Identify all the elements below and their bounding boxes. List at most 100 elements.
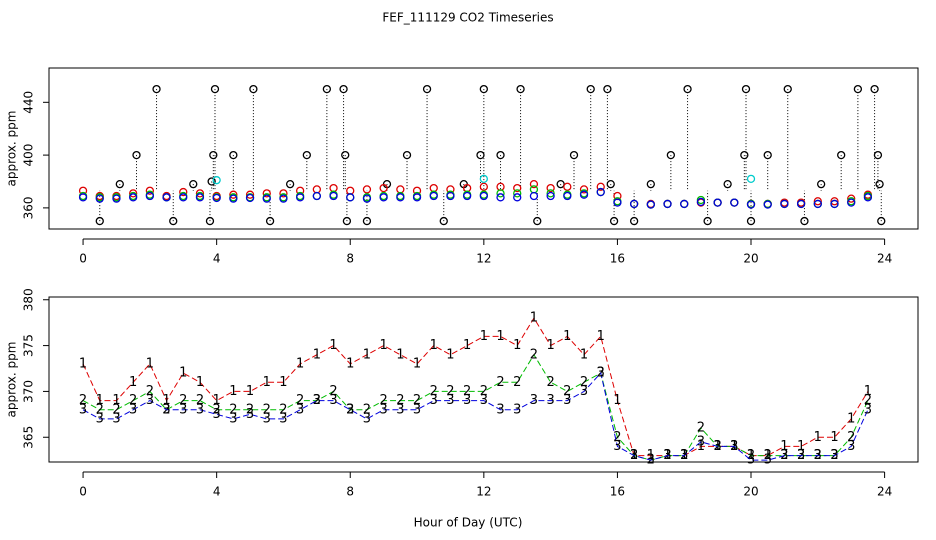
point <box>152 84 161 94</box>
point <box>646 179 655 189</box>
point <box>322 84 332 94</box>
point-marker: 1 <box>129 375 137 390</box>
x-tick-label: 0 <box>79 485 87 499</box>
point-marker: 1 <box>112 393 120 408</box>
point <box>132 150 141 160</box>
point-marker: 3 <box>580 384 588 399</box>
point <box>439 216 448 226</box>
point <box>496 150 505 160</box>
point <box>245 190 255 199</box>
point <box>78 193 88 202</box>
point-marker: 1 <box>380 338 388 353</box>
point-marker: 2 <box>396 393 404 408</box>
point-marker: 1 <box>546 338 554 353</box>
point-marker: 3 <box>146 393 154 408</box>
point <box>189 179 198 189</box>
point <box>741 84 751 94</box>
point <box>830 199 839 209</box>
point-marker: 3 <box>329 393 337 408</box>
point <box>346 193 355 202</box>
point <box>696 197 706 207</box>
point-marker: 3 <box>162 402 170 417</box>
point <box>516 84 525 94</box>
x-tick-label: 20 <box>743 485 758 499</box>
point-marker: 2 <box>747 448 755 463</box>
point-marker: 3 <box>363 411 371 426</box>
point <box>446 191 455 201</box>
point <box>796 199 806 209</box>
plot-frame <box>48 67 919 230</box>
point <box>112 194 121 203</box>
x-tick-label: 4 <box>213 485 221 499</box>
point-marker: 3 <box>847 439 855 454</box>
point-marker: 3 <box>680 448 688 463</box>
y-tick-label: 440 <box>22 91 36 114</box>
point <box>429 191 438 201</box>
point <box>703 216 712 226</box>
point <box>205 216 215 226</box>
point <box>195 189 205 198</box>
point-marker: 1 <box>162 393 170 408</box>
point <box>529 191 539 201</box>
point <box>341 150 350 160</box>
point <box>513 189 522 198</box>
point-marker: 2 <box>196 393 204 408</box>
point-marker: 3 <box>546 393 554 408</box>
point <box>479 182 488 191</box>
point <box>402 150 412 160</box>
series-line <box>82 372 869 461</box>
point-marker: 1 <box>513 338 521 353</box>
point <box>579 185 589 194</box>
point <box>837 150 846 160</box>
y-tick-label: 360 <box>22 196 36 219</box>
point <box>746 216 756 226</box>
point <box>629 216 639 226</box>
point-marker: 3 <box>229 411 237 426</box>
point <box>329 191 338 201</box>
point-marker: 1 <box>864 384 872 399</box>
point-marker: 3 <box>96 411 104 426</box>
point-marker: 1 <box>213 393 221 408</box>
point <box>613 198 622 207</box>
point-marker: 2 <box>480 384 488 399</box>
y-axis-label: approx. ppm <box>5 111 19 187</box>
point-marker: 1 <box>697 439 705 454</box>
point-marker: 3 <box>563 393 571 408</box>
point-marker: 1 <box>79 356 87 371</box>
point-marker: 1 <box>847 411 855 426</box>
point-marker: 1 <box>196 375 204 390</box>
point <box>285 179 295 189</box>
point-marker: 2 <box>530 347 538 362</box>
point <box>870 84 879 94</box>
series-line <box>82 353 869 461</box>
y-axis-label: approx. ppm <box>5 342 19 418</box>
point <box>279 189 288 198</box>
point <box>129 189 138 198</box>
point <box>569 150 579 160</box>
point-marker: 1 <box>446 347 454 362</box>
point <box>379 183 388 193</box>
point <box>339 84 348 94</box>
point <box>179 187 188 197</box>
y-tick-label: 375 <box>22 334 36 357</box>
point <box>379 193 388 202</box>
point-marker: 1 <box>363 347 371 362</box>
point-marker: 1 <box>313 347 321 362</box>
point <box>629 199 639 209</box>
point <box>279 194 288 203</box>
x-tick-label: 4 <box>213 252 221 266</box>
point <box>563 191 572 201</box>
point-marker: 1 <box>96 393 104 408</box>
point-marker: 3 <box>129 402 137 417</box>
point <box>800 216 809 226</box>
point-marker: 2 <box>496 375 504 390</box>
point-marker: 2 <box>613 430 621 445</box>
point <box>265 216 275 226</box>
point <box>476 150 485 160</box>
point-marker: 2 <box>146 384 154 399</box>
point <box>210 84 220 94</box>
point-marker: 1 <box>563 329 571 344</box>
point-marker: 2 <box>296 393 304 408</box>
point <box>462 191 472 201</box>
